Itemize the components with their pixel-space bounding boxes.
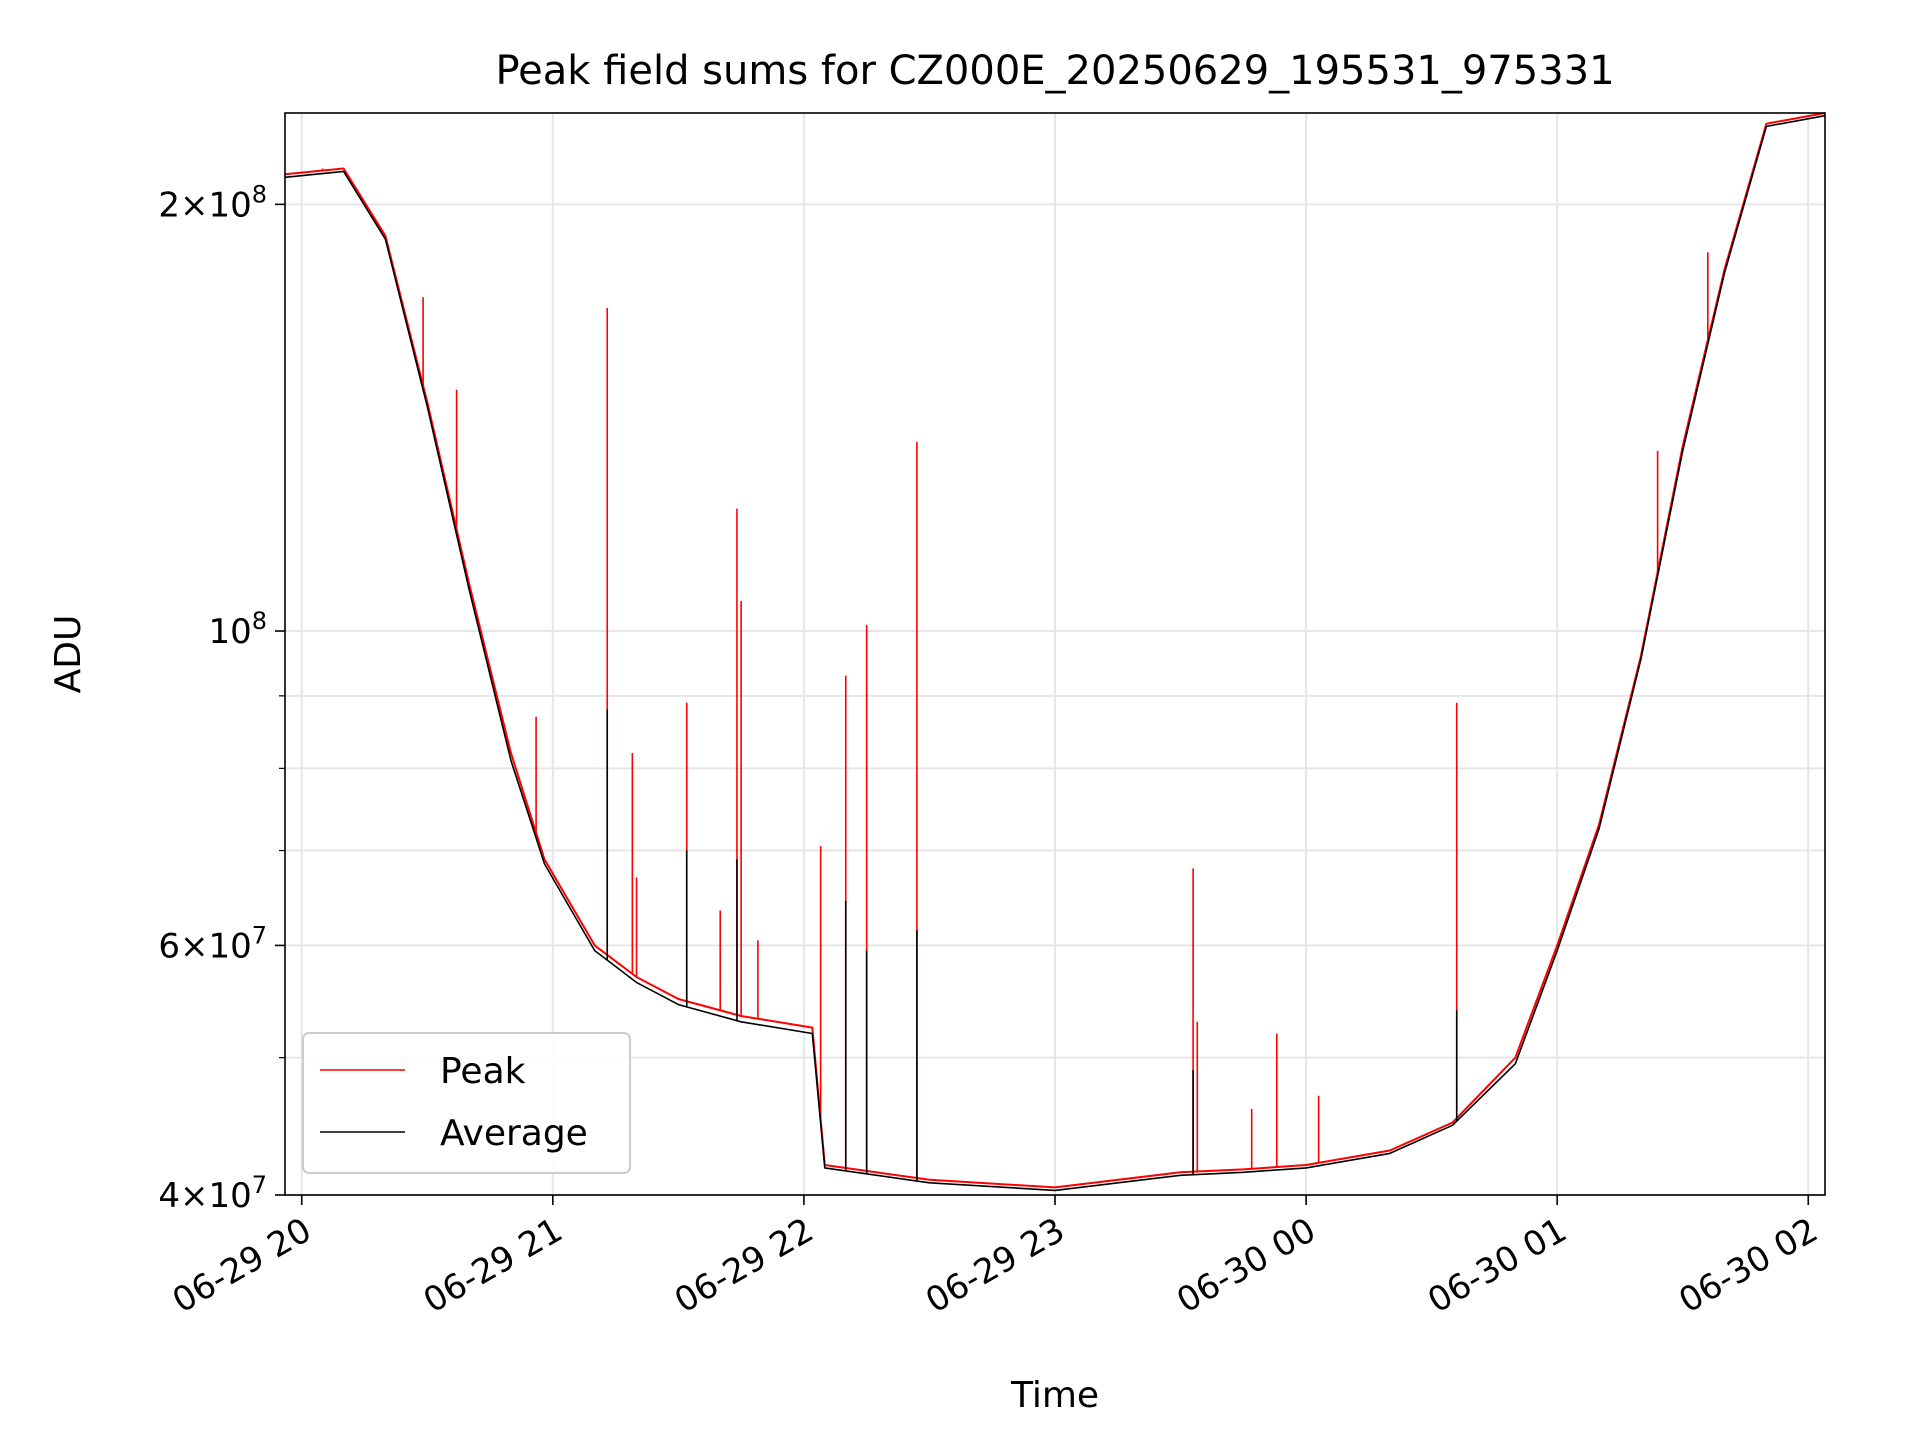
legend-label-peak: Peak	[440, 1051, 526, 1092]
y-tick-label: 2×108	[158, 180, 267, 225]
series-line-average	[284, 114, 1826, 1192]
y-axis-label: ADU	[48, 615, 89, 694]
x-tick-label: 06-30 02	[1672, 1210, 1824, 1321]
chart-title: Peak field sums for CZ000E_20250629_1955…	[495, 48, 1614, 94]
y-tick-label: 6×107	[158, 921, 267, 966]
series-lines	[284, 112, 1826, 1192]
x-tick-label: 06-29 20	[166, 1210, 318, 1321]
x-tick-label: 06-30 00	[1170, 1210, 1322, 1321]
y-axis: 4×107 6×107 108 2×108	[158, 180, 285, 1216]
x-tick-label: 06-29 23	[919, 1210, 1071, 1321]
series-line-peak	[284, 112, 1826, 1189]
legend-label-average: Average	[440, 1113, 588, 1154]
x-tick-label: 06-29 21	[417, 1210, 569, 1321]
x-axis-label: Time	[1010, 1375, 1099, 1416]
legend-box	[302, 1032, 631, 1174]
x-tick-label: 06-30 01	[1421, 1210, 1573, 1321]
legend: Peak Average	[302, 1032, 631, 1174]
y-tick-label: 108	[208, 607, 267, 652]
y-tick-label: 4×107	[158, 1171, 267, 1216]
x-axis: 06-29 20 06-29 21 06-29 22 06-29 23 06-30 00…	[166, 1195, 1825, 1321]
x-tick-label: 06-29 22	[668, 1210, 820, 1321]
